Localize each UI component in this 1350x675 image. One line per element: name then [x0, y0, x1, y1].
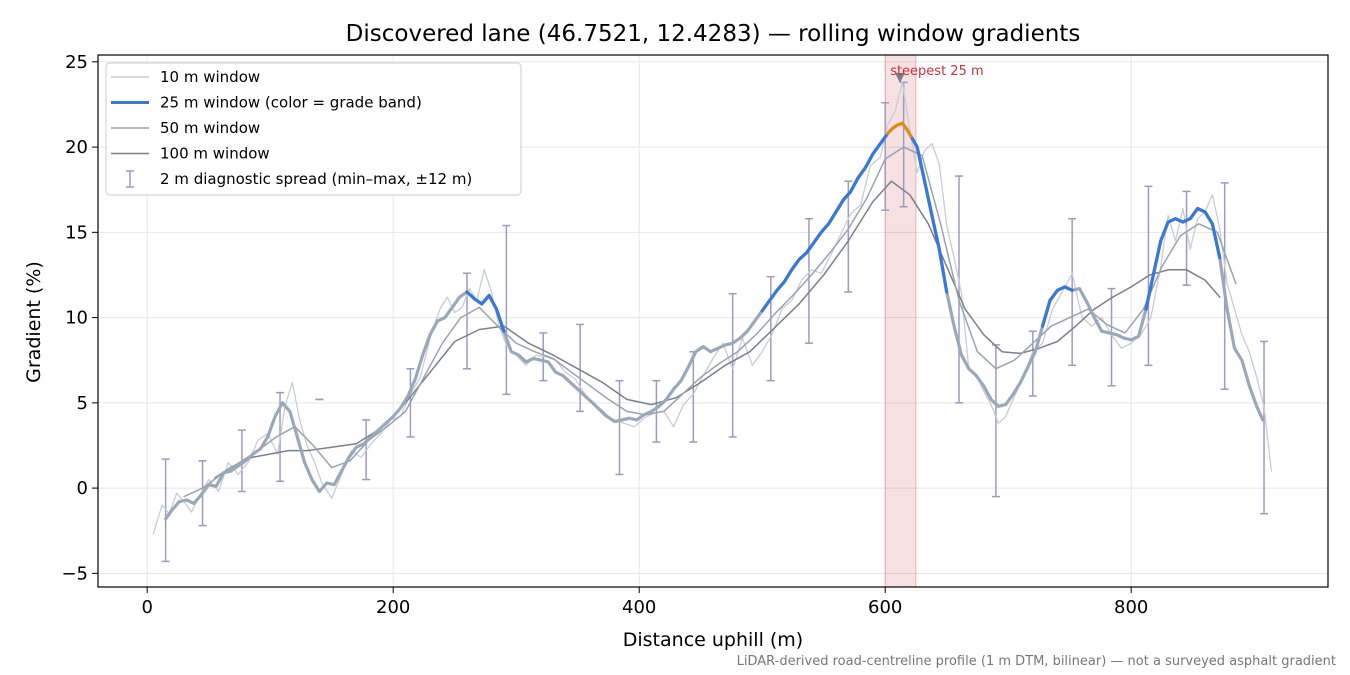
grade-band-segment: [465, 290, 506, 333]
axes-frame: [97, 54, 1329, 588]
y-tick-label: −5: [61, 563, 88, 584]
steepest-marker: [894, 72, 905, 83]
chart-title: Discovered lane (46.7521, 12.4283) — rol…: [346, 21, 1081, 47]
errorbar: [991, 344, 1000, 498]
errorbar: [766, 275, 775, 382]
legend-item: 25 m window (color = grade band): [111, 94, 422, 112]
legend-label: 50 m window: [160, 119, 260, 137]
series-group: [152, 81, 1273, 563]
legend-label: 2 m diagnostic spread (min–max, ±12 m): [160, 170, 472, 188]
errorbar: [1068, 217, 1077, 367]
steepest-label: steepest 25 m: [890, 64, 983, 79]
errorbar: [955, 175, 963, 404]
grade-band-segment: [1040, 285, 1074, 328]
series-line-25-m-window: [164, 121, 1265, 521]
legend-label: 100 m window: [160, 145, 270, 163]
y-tick-label: 0: [77, 478, 88, 499]
errorbar: [728, 292, 737, 438]
y-tick-label: 15: [65, 222, 88, 243]
y-tick-label: 5: [77, 393, 88, 414]
errorbar: [652, 379, 661, 443]
y-tick-label: 25: [65, 52, 88, 73]
grade-band-segment: [910, 137, 949, 294]
errorbar: [576, 323, 585, 413]
legend-box: [105, 62, 522, 196]
x-tick-label: 0: [141, 597, 152, 618]
x-axis-label: Distance uphill (m): [623, 629, 803, 651]
errorbar: [502, 224, 511, 396]
x-tick-label: 200: [376, 597, 410, 618]
legend-item: 10 m window: [111, 68, 260, 86]
y-tick-label: 20: [65, 137, 88, 158]
legend-item: 50 m window: [111, 119, 260, 137]
legend-item: 100 m window: [111, 145, 270, 163]
grade-band-segment: [886, 121, 914, 141]
plot-area: steepest 25 m 0 200 400 600 800 −5 0 5 10 15 20 25 10…: [61, 52, 1329, 618]
x-tick-label: 400: [622, 597, 656, 618]
legend-label: 10 m window: [160, 68, 260, 86]
errorbar: [804, 217, 813, 344]
errorbar: [1260, 340, 1269, 515]
errorbar: [844, 180, 853, 293]
legend-label: 25 m window (color = grade band): [160, 94, 422, 112]
y-tick-label: 10: [65, 308, 88, 329]
y-axis-label: Gradient (%): [23, 261, 45, 383]
errorbar: [899, 81, 908, 208]
series-line-50-m-window: [183, 146, 1237, 498]
legend: 10 m window 25 m window (color = grade ba…: [105, 62, 522, 196]
errorbar: [463, 272, 471, 370]
footnote: LiDAR-derived road-centreline profile (1…: [737, 654, 1336, 669]
errorbar: [615, 379, 624, 476]
grade-band-segment: [1144, 206, 1222, 311]
x-tick-label: 600: [868, 597, 902, 618]
legend-item: 2 m diagnostic spread (min–max, ±12 m): [126, 170, 472, 188]
errorbar: [1028, 330, 1037, 397]
x-tick-label: 800: [1114, 597, 1148, 618]
steepest-band: [884, 54, 917, 588]
grade-band-segment: [760, 131, 890, 313]
errorbar: [881, 101, 890, 211]
errorbar: [1107, 287, 1116, 387]
